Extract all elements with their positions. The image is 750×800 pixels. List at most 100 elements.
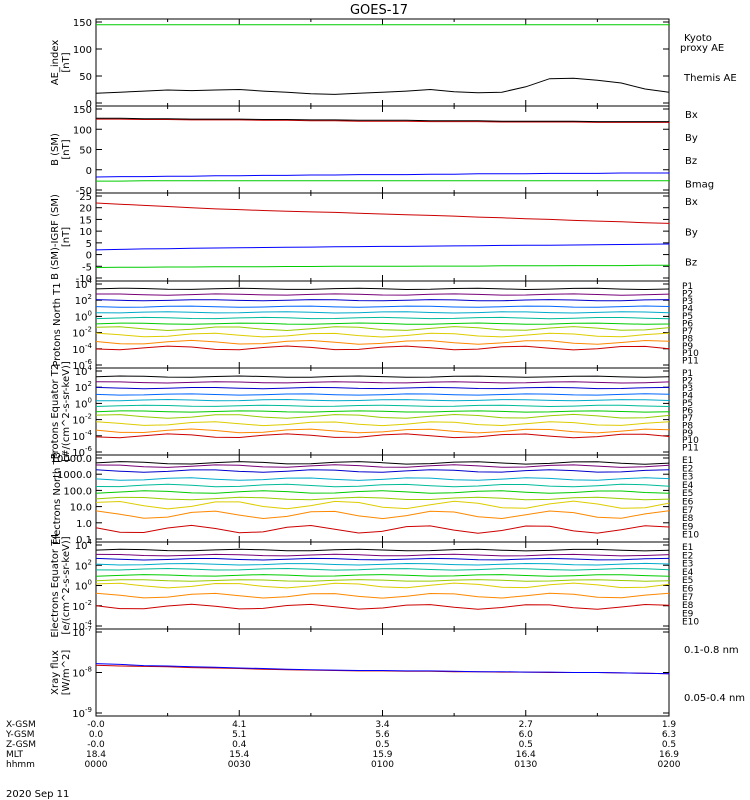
legend-entry: P3: [682, 297, 693, 307]
legend-entry: Bmag: [685, 179, 714, 190]
y-tick-exponent: 2: [88, 293, 92, 301]
legend-entry: E4: [682, 481, 694, 491]
plot-title: GOES-17: [350, 3, 408, 18]
y-axis-label: AE_index: [50, 40, 61, 86]
series-line: [95, 496, 670, 501]
y-axis-unit: [#/(cm^2-s-sr-keV)]: [61, 361, 72, 462]
y-tick-label: 102: [75, 558, 92, 572]
legend-entry: P6: [682, 406, 693, 416]
series-line: [95, 510, 670, 520]
y-tick-exponent: -6: [85, 358, 93, 366]
legend-entry: Themis AE: [683, 73, 737, 84]
footer-row-label: X-GSM: [6, 720, 36, 730]
series-line: [95, 332, 670, 338]
series-line: [95, 548, 670, 552]
legend-entry: P10: [682, 436, 699, 446]
y-tick-exponent: -6: [85, 445, 93, 453]
y-tick-label: 100: [75, 579, 92, 593]
series-line: [95, 592, 670, 599]
y-tick-label: 104: [75, 538, 93, 552]
footer-value: 0100: [371, 760, 394, 770]
y-tick-exponent: 2: [88, 380, 92, 388]
footer-value: 0200: [658, 760, 681, 770]
y-tick-label: 102: [75, 380, 92, 394]
footer-value: 16.9: [659, 750, 679, 760]
footer-value: 15.9: [372, 750, 392, 760]
y-tick-label: 104: [75, 277, 93, 291]
legend-entry: Bz: [685, 156, 697, 167]
y-axis-label: Electrons North T3: [52, 452, 63, 545]
legend-entry: E8: [682, 601, 694, 611]
y-tick-label: 104: [75, 364, 93, 378]
series-line: [95, 243, 670, 251]
series-line: [95, 413, 670, 419]
legend-entry: E1: [682, 543, 693, 553]
y-tick-label: 50: [79, 72, 92, 83]
series-line: [95, 553, 670, 557]
legend-entry: Bx: [685, 110, 698, 121]
footer-value: 0000: [85, 760, 108, 770]
legend-entry: P1: [682, 369, 693, 379]
footer-value: 1.9: [662, 720, 677, 730]
legend-entry: E7: [682, 506, 693, 516]
y-axis-label: Protons North T1: [52, 282, 63, 366]
panel-xray: 10-7 10-8 10-9 Xray flux [W/m^2] 0.1-0.8 nm 0.…: [50, 625, 745, 720]
series-line: [95, 322, 670, 325]
y-tick-exponent: -8: [85, 666, 92, 674]
y-tick-label: 15: [79, 215, 92, 226]
y-tick-label: 1000.0: [57, 470, 92, 481]
y-tick-label: 10-7: [72, 625, 92, 639]
y-axis-label: B (SM): [50, 133, 61, 166]
y-tick-label: -10: [76, 274, 92, 285]
legend-entry: E9: [682, 609, 694, 619]
y-tick-exponent: 0: [88, 396, 92, 404]
legend-entry: E3: [682, 473, 693, 483]
series-line: [95, 428, 670, 434]
footer-row-label: hhmm: [6, 760, 35, 770]
y-axis-unit: [nT]: [61, 139, 72, 159]
series-line: [95, 574, 670, 577]
footer-value: 0.0: [89, 730, 104, 740]
footer-value: 16.4: [516, 750, 536, 760]
series-line: [96, 118, 669, 123]
y-tick-label: 5: [86, 239, 92, 250]
y-axis-label: B (SM)-IGRF (SM): [50, 194, 61, 280]
y-axis-label: Electrons Equator T4: [50, 533, 61, 637]
series-line: [95, 375, 670, 378]
legend-entry: P11: [682, 357, 699, 367]
y-tick-label: -5: [82, 262, 92, 273]
footer-row-label: Y-GSM: [5, 730, 34, 740]
y-tick-exponent: -7: [85, 625, 92, 633]
footer-value: -0.0: [87, 740, 105, 750]
series-line: [95, 345, 670, 351]
y-axis-unit: [nT]: [61, 227, 72, 247]
series-line: [95, 264, 669, 268]
footer-row-label: MLT: [6, 750, 24, 760]
series-line: [95, 433, 670, 439]
y-tick-label: 102: [75, 293, 92, 307]
y-tick-exponent: 4: [88, 277, 93, 285]
legend-entry: 0.1-0.8 nm: [684, 645, 739, 656]
legend-entry: E6: [682, 584, 694, 594]
legend-entry: P4: [682, 391, 693, 401]
legend-entry: E10: [682, 531, 699, 541]
y-tick-label: 0: [86, 251, 92, 262]
series-line: [95, 326, 670, 332]
series-line: [95, 287, 670, 291]
y-axis-label: Xray flux: [50, 650, 61, 695]
y-tick-label: 0: [86, 166, 92, 177]
legend-entry: P5: [682, 312, 693, 322]
series-line: [95, 562, 670, 566]
legend-entry: E5: [682, 576, 693, 586]
y-tick-exponent: 0: [88, 309, 92, 317]
legend-entry: P10: [682, 349, 699, 359]
panel-bsm: -50 0 50 100 150 B (SM) [nT] Bx By Bz Bmag: [50, 105, 714, 197]
legend-entry: P4: [682, 304, 693, 314]
y-tick-exponent: -4: [85, 342, 93, 350]
